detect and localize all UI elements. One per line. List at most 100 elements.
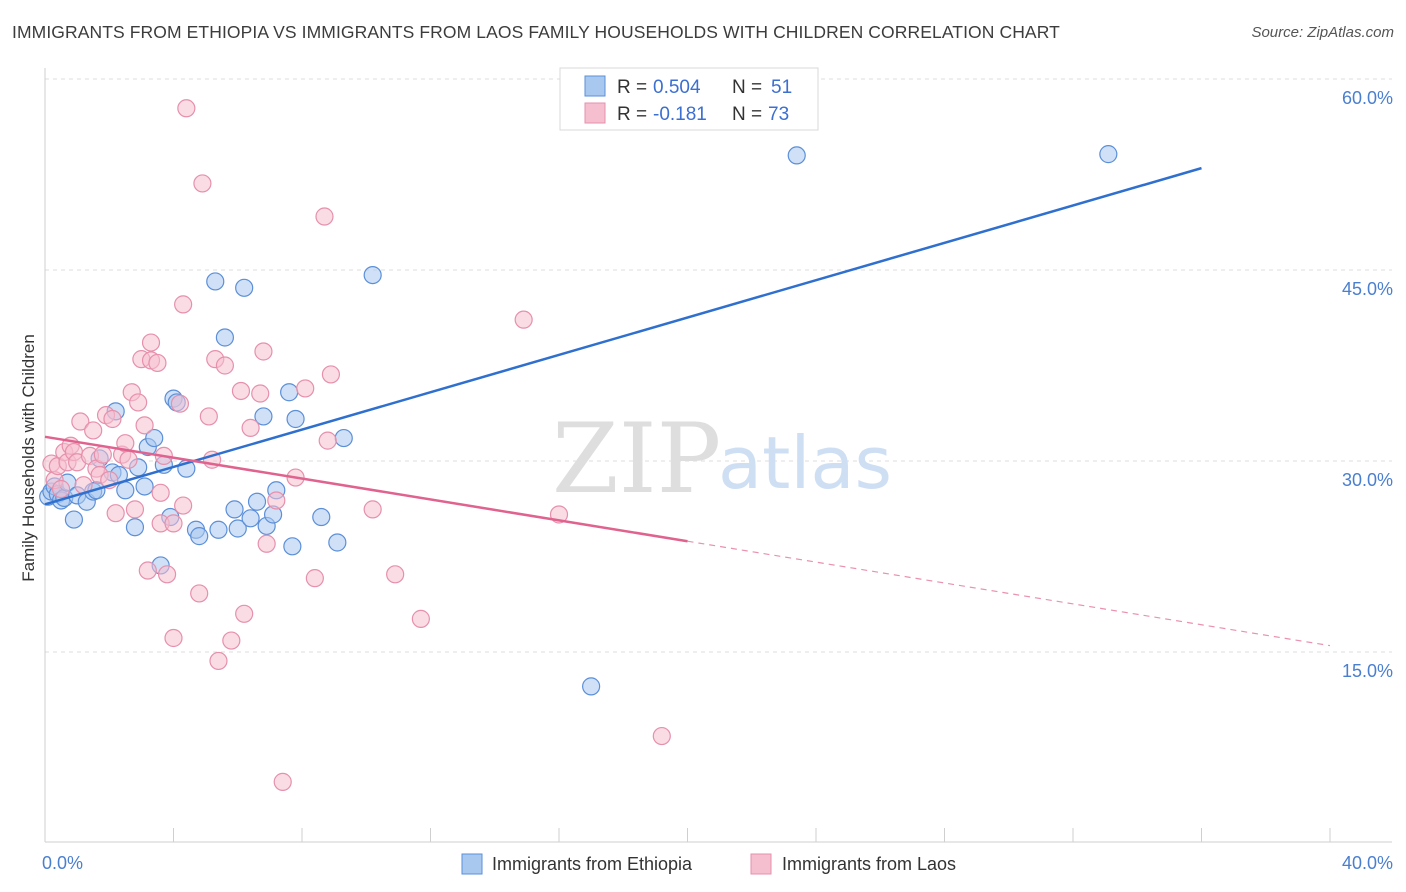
point-laos-49 [222,631,241,650]
point-laos-47 [209,651,228,671]
trend-line-ethiopia [44,166,1202,506]
y-tick-label-2: 45.0% [1342,279,1393,299]
point-laos-64 [386,565,405,584]
point-laos-41 [177,99,196,118]
point-ethiopia-50 [787,146,806,165]
point-laos-15 [93,445,112,464]
legend-r-label-laos: R = [617,104,647,125]
point-laos-65 [411,609,430,628]
point-laos-27 [135,416,154,435]
point-ethiopia-37 [247,492,267,511]
grid-lines [45,78,1392,653]
point-laos-37 [164,628,183,648]
point-laos-18 [103,409,122,429]
legend-swatch-laos [584,102,606,124]
point-laos-24 [125,500,145,519]
y-tick-label-1: 30.0% [1342,470,1393,490]
point-laos-39 [174,496,193,515]
point-ethiopia-49 [582,677,601,696]
legend-r-value-ethiopia: 0.504 [653,77,701,98]
point-ethiopia-16 [116,481,135,500]
point-ethiopia-17 [125,518,145,537]
series-legend: Immigrants from Ethiopia Immigrants from… [461,853,956,875]
bottom-legend-swatch-laos [750,853,772,875]
point-ethiopia-21 [145,428,164,448]
tick-labels: 15.0% 30.0% 45.0% 60.0% 0.0% 40.0% [42,88,1393,873]
trend-line-laos-extension [687,540,1331,647]
point-laos-51 [235,604,254,623]
point-ethiopia-43 [283,537,302,556]
legend-r-label-ethiopia: R = [617,77,647,98]
point-laos-38 [170,394,190,413]
point-laos-52 [241,418,260,437]
legend-r-value-laos: -0.181 [653,104,707,125]
legend-n-value-ethiopia: 51 [771,77,792,98]
y-axis-label: Family Households with Children [19,334,38,582]
point-ethiopia-51 [1099,145,1118,164]
point-laos-55 [257,534,276,553]
point-laos-58 [296,379,315,398]
point-ethiopia-31 [209,520,228,539]
point-laos-66 [514,310,533,329]
point-ethiopia-19 [135,477,154,496]
point-ethiopia-34 [228,519,247,538]
point-laos-60 [315,207,334,226]
point-ethiopia-38 [254,407,273,426]
point-ethiopia-42 [280,383,299,402]
y-tick-label-3: 60.0% [1342,88,1393,108]
point-laos-35 [157,565,177,584]
point-laos-62 [321,365,341,384]
point-laos-28 [138,561,157,580]
legend-swatch-ethiopia [584,75,606,97]
point-laos-63 [363,500,382,519]
point-laos-42 [190,584,209,603]
watermark-zip: ZIP [552,403,721,515]
point-ethiopia-48 [363,265,382,285]
axes [44,68,1392,843]
legend-n-value-laos: 73 [768,104,789,125]
point-laos-36 [164,514,183,533]
point-laos-68 [652,726,671,746]
trend-line-laos [44,435,688,543]
point-laos-40 [174,295,193,314]
point-ethiopia-30 [206,272,225,291]
point-laos-54 [254,342,273,361]
point-laos-50 [231,381,251,401]
point-laos-44 [199,407,218,426]
point-laos-3 [51,479,71,499]
watermark: ZIP atlas [552,403,892,515]
bottom-legend-label-laos: Immigrants from Laos [782,854,956,874]
trend-lines [44,166,1331,647]
point-laos-48 [215,356,234,375]
point-ethiopia-45 [312,507,331,527]
point-laos-30 [141,333,161,352]
y-tick-label-0: 15.0% [1342,661,1393,681]
point-laos-25 [129,393,148,412]
point-ethiopia-46 [328,533,347,552]
point-laos-59 [305,569,324,588]
chart-title: IMMIGRANTS FROM ETHIOPIA VS IMMIGRANTS F… [12,22,1060,42]
chart-source: Source: ZipAtlas.com [1251,24,1394,41]
point-laos-53 [251,384,270,403]
point-laos-31 [148,353,167,373]
point-laos-19 [106,504,125,523]
point-ethiopia-32 [215,328,234,347]
legend-n-label-ethiopia: N = [732,77,762,98]
point-laos-43 [193,174,212,193]
watermark-atlas: atlas [718,421,892,505]
point-ethiopia-36 [241,509,260,528]
point-ethiopia-29 [190,527,209,546]
point-laos-69 [273,772,292,791]
point-laos-22 [119,450,138,469]
stats-legend: R = 0.504 N = 51 R = -0.181 N = 73 [559,67,819,131]
point-ethiopia-35 [235,278,254,297]
x-tick-label-1: 40.0% [1342,853,1393,873]
point-laos-56 [267,491,286,510]
point-laos-33 [151,483,170,502]
legend-n-label-laos: N = [732,104,762,125]
point-ethiopia-33 [225,500,244,519]
point-laos-61 [318,431,337,450]
point-ethiopia-7 [64,510,84,529]
data-points [39,99,1118,791]
